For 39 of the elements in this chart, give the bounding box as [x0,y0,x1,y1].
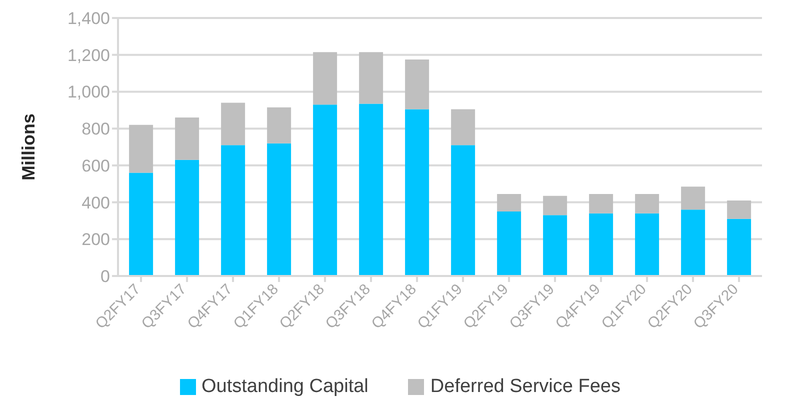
bar [313,104,338,276]
bar [451,145,476,276]
y-tick-label: 800 [82,120,110,139]
bar [405,109,430,276]
bar [543,215,568,276]
bar [681,186,706,210]
bar [221,145,246,276]
bar [359,52,384,104]
bar [635,213,660,276]
bar [313,52,338,105]
bar [635,194,660,214]
y-tick-label: 1,200 [67,46,110,65]
y-tick-label: 600 [82,156,110,176]
bar [727,218,752,276]
bar [681,210,706,276]
y-tick-label: 1,000 [67,82,110,102]
bar [727,200,752,219]
bar [129,172,154,276]
bar [589,194,614,214]
legend-label: Outstanding Capital [200,376,368,398]
bar [221,102,246,146]
bar [175,160,200,276]
bar [129,124,154,173]
bar [359,104,384,276]
y-tick-label: 1,400 [67,9,110,28]
bar [589,213,614,276]
bar [267,143,292,276]
bar [543,196,568,216]
y-axis-title: Millions [18,114,38,180]
bar [451,109,476,146]
y-tick-label: 200 [82,230,110,250]
bar [175,118,200,160]
bar [497,194,522,212]
bar [267,107,292,144]
y-tick-label: 0 [100,267,110,286]
bar [497,212,522,276]
legend-label: Deferred Service Fees [429,376,620,398]
bar [405,59,430,110]
y-tick-label: 400 [82,193,110,212]
